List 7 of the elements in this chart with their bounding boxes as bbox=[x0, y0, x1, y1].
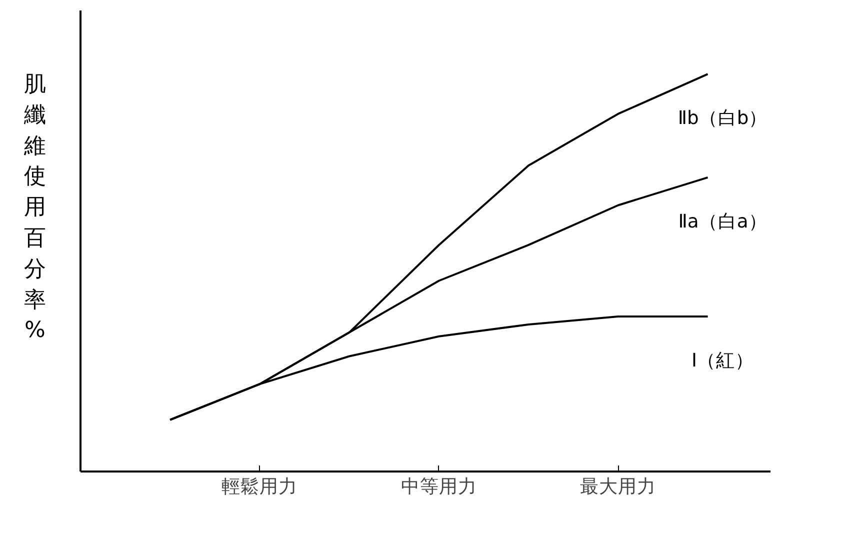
series-label: Ⅰ（紅） bbox=[692, 350, 754, 372]
series-label: Ⅱa（白a） bbox=[678, 211, 768, 232]
text: 肌纖維使用百分率% bbox=[24, 72, 46, 344]
x-tick-label: 中等用力 bbox=[400, 476, 477, 498]
x-tick-label: 輕鬆用力 bbox=[222, 476, 298, 498]
series-label: Ⅱb（白b） bbox=[678, 108, 768, 130]
x-tick-label: 最大用力 bbox=[580, 476, 656, 498]
